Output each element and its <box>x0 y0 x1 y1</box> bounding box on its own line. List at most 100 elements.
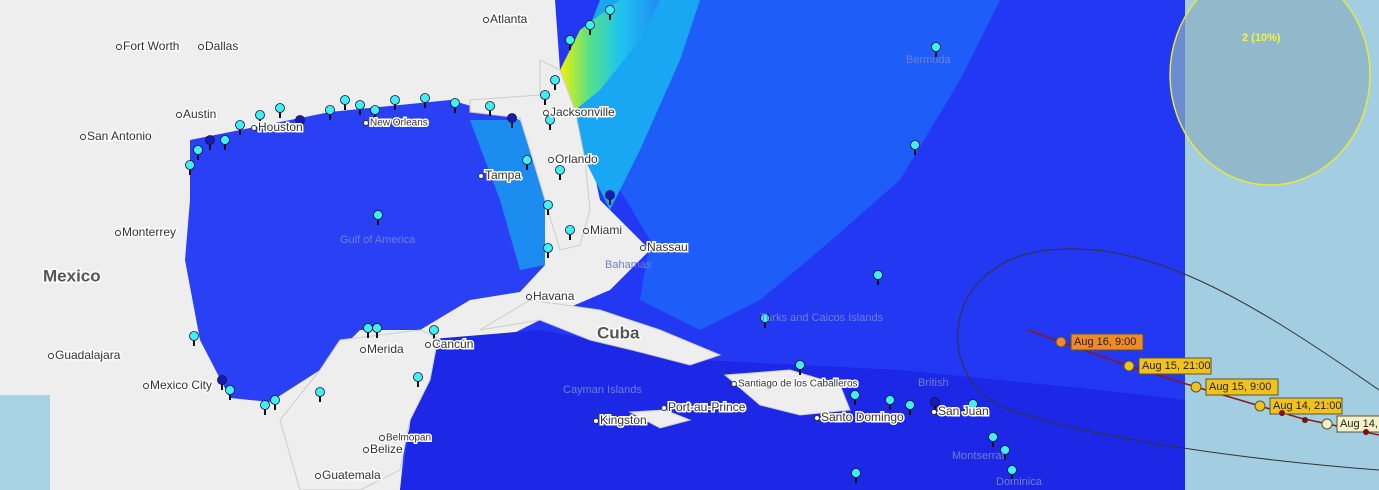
place-label: Guatemala <box>322 468 381 482</box>
region-label: Turks and Caicos Islands <box>760 312 884 324</box>
city-dot <box>363 447 369 453</box>
place-label: Houston <box>258 120 303 134</box>
gulf-waves <box>185 100 545 402</box>
track-point <box>1254 400 1266 412</box>
pin <box>413 372 423 382</box>
pin <box>340 95 350 105</box>
region-label: Montserrat <box>952 450 1005 462</box>
pin <box>220 135 230 145</box>
track-point <box>1190 381 1202 393</box>
pin <box>225 385 235 395</box>
pin <box>325 105 335 115</box>
place-label: Monterrey <box>122 225 176 239</box>
place-label: Cancún <box>432 337 473 351</box>
high-waves <box>560 0 660 110</box>
pin <box>193 145 203 155</box>
pin <box>315 387 325 397</box>
pin <box>185 160 195 170</box>
city-dot <box>526 294 532 300</box>
cuba <box>479 299 722 366</box>
pin <box>485 101 495 111</box>
city-dot <box>731 381 737 387</box>
place-label: Fort Worth <box>123 39 179 53</box>
place-label: Jacksonville <box>550 105 615 119</box>
pin <box>355 100 365 110</box>
place-label: Atlanta <box>490 12 528 26</box>
place-label: Belmopan <box>386 433 431 444</box>
track-label: Aug 14, 9:00 <box>1340 418 1379 430</box>
pin <box>910 140 920 150</box>
city-dot <box>116 44 122 50</box>
place-label: New Orleans <box>370 118 428 129</box>
city-dot <box>543 110 549 116</box>
pin <box>1007 465 1017 475</box>
place-label: Tampa <box>485 168 521 182</box>
region-label: Bahamas <box>605 259 652 271</box>
pin <box>450 98 460 108</box>
city-dot <box>661 405 667 411</box>
place-label: Havana <box>533 289 575 303</box>
pin <box>420 93 430 103</box>
city-dot <box>315 473 321 479</box>
track-label: Aug 14, 21:00 <box>1273 400 1342 412</box>
pin <box>363 323 373 333</box>
place-label: Orlando <box>555 152 598 166</box>
place-label: Santiago de los Caballeros <box>738 379 858 390</box>
city-dot <box>425 342 431 348</box>
track-label: Aug 15, 9:00 <box>1209 381 1271 393</box>
pin <box>605 5 615 15</box>
forecast-cone <box>1169 0 1371 186</box>
pin <box>543 200 553 210</box>
city-dot <box>640 245 646 251</box>
pin <box>585 20 595 30</box>
pins <box>185 5 1017 483</box>
pin <box>1000 445 1010 455</box>
pin <box>968 399 978 409</box>
pin <box>988 432 998 442</box>
pin <box>885 395 895 405</box>
pin <box>540 90 550 100</box>
place-label: Austin <box>183 107 216 121</box>
track-label-box <box>1336 415 1379 433</box>
country-label: Mexico <box>43 266 101 285</box>
city-dot <box>115 230 121 236</box>
pin <box>390 95 400 105</box>
region-label: Cayman Islands <box>563 384 642 396</box>
city-dot <box>360 347 366 353</box>
pin <box>930 397 940 407</box>
pin <box>605 190 615 200</box>
pin <box>295 115 305 125</box>
region-label: Gulf of America <box>340 234 416 246</box>
place-label: Merida <box>367 342 404 356</box>
place-label: Port-au-Prince <box>668 400 746 414</box>
track-label-box <box>1269 397 1343 415</box>
city-dot <box>478 173 484 179</box>
city-dot <box>548 157 554 163</box>
pin <box>931 42 941 52</box>
labels: Atlanta Fort Worth Dallas Austin Houston San … <box>42 11 1379 488</box>
track-label-box <box>1205 378 1279 396</box>
jamaica <box>628 409 692 429</box>
place-label: Guadalajara <box>55 348 121 362</box>
pin <box>429 325 439 335</box>
region-label: British <box>918 377 949 389</box>
pin <box>373 210 383 220</box>
pin <box>235 120 245 130</box>
pin <box>260 400 270 410</box>
region-label: Dominica <box>996 476 1043 488</box>
track-label: Aug 15, 21:00 <box>1142 360 1211 372</box>
pin <box>275 103 285 113</box>
pin <box>760 313 770 323</box>
pin <box>372 323 382 333</box>
track-dot <box>1279 410 1285 416</box>
track-label-box <box>1138 357 1212 375</box>
track-point <box>1055 336 1067 348</box>
track-dot <box>1363 429 1369 435</box>
pin <box>550 75 560 85</box>
pin <box>217 375 227 385</box>
place-label: Miami <box>590 223 622 237</box>
pin <box>543 243 553 253</box>
place-label: Kingston <box>600 413 647 427</box>
pin <box>565 35 575 45</box>
